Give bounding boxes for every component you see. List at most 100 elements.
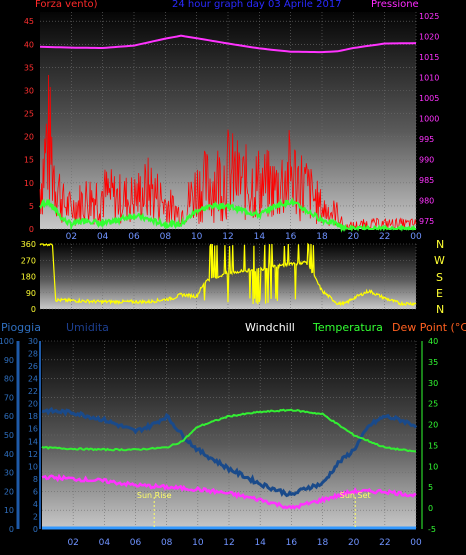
panel1-x-tick: 08 bbox=[160, 232, 172, 242]
sun-set-label: Sun Set bbox=[340, 491, 371, 500]
panel1-series bbox=[39, 34, 417, 233]
panel2-y-tick: 90 bbox=[26, 289, 36, 298]
panel3-y-right-tick: 30 bbox=[428, 379, 438, 388]
panel3-x-tick: 06 bbox=[130, 538, 142, 548]
panel3-y-right-tick: 5 bbox=[428, 483, 433, 492]
panel3-y-right-tick: 35 bbox=[428, 358, 438, 367]
wind-speed-line bbox=[39, 74, 417, 231]
panel3-y-inner-tick: 2 bbox=[33, 512, 38, 521]
panel3-x-tick: 04 bbox=[99, 538, 111, 548]
panel3-y-inner-tick: 28 bbox=[28, 350, 38, 359]
axis-ticks: 02 04 06 08 10 12 14 16 18 20 22 000510152025303540… bbox=[0, 12, 439, 548]
panel3-y-right-tick: 25 bbox=[428, 400, 438, 409]
compass-e: E bbox=[436, 287, 443, 300]
panel1-x-tick: 04 bbox=[97, 232, 109, 242]
panel3-y-right-tick: 10 bbox=[428, 462, 438, 471]
panel1-y-right-tick: 1005 bbox=[419, 94, 439, 103]
panel3-y-inner-tick: 0 bbox=[33, 525, 38, 534]
panel3-y-left-tick: 100 bbox=[0, 337, 14, 346]
legend-humidity: Umidita bbox=[66, 321, 109, 334]
panel3-grid bbox=[16, 340, 423, 530]
panel1-y-right-tick: 1010 bbox=[419, 74, 439, 83]
panel3-x-tick: 10 bbox=[192, 538, 204, 548]
panel3-y-left-tick: 50 bbox=[4, 431, 14, 440]
humidity-line bbox=[41, 406, 418, 498]
panel1-y-right-tick: 995 bbox=[419, 135, 434, 144]
pressure-line bbox=[39, 34, 417, 54]
panel3-y-inner-tick: 4 bbox=[33, 500, 38, 509]
panel3-y-inner-tick: 16 bbox=[28, 425, 38, 434]
panel3-y-left-tick: 30 bbox=[4, 469, 14, 478]
panel1-y-right-tick: 975 bbox=[419, 217, 434, 226]
temperature-line bbox=[41, 408, 416, 453]
dew-point-line bbox=[41, 473, 417, 510]
panel1-y-left-tick: 5 bbox=[29, 202, 34, 211]
wind-direction-line bbox=[39, 242, 417, 307]
panel1-x-tick: 02 bbox=[66, 232, 77, 242]
panel3-y-left-tick: 40 bbox=[4, 450, 14, 459]
panel3-x-tick: 18 bbox=[317, 538, 329, 548]
sun-rise-label: Sun Rise bbox=[137, 491, 172, 500]
panel1-x-tick: 10 bbox=[191, 232, 203, 242]
panel3-y-inner-tick: 26 bbox=[28, 362, 38, 371]
panel1-x-tick: 16 bbox=[285, 232, 297, 242]
panel3-series bbox=[41, 406, 418, 530]
panel3-y-left-tick: 60 bbox=[4, 412, 14, 421]
panel2-y-tick: 0 bbox=[31, 305, 36, 314]
panel1-x-tick: 22 bbox=[379, 232, 390, 242]
panel3-y-right-tick: -5 bbox=[428, 525, 436, 534]
panel3-y-right-tick: 40 bbox=[428, 337, 438, 346]
panel1-y-left-tick: 10 bbox=[24, 179, 34, 188]
panel3-x-tick: 22 bbox=[379, 538, 390, 548]
panel3-x-tick: 08 bbox=[161, 538, 173, 548]
compass-n-bottom: N bbox=[436, 303, 445, 316]
panel1-y-left-tick: 35 bbox=[24, 63, 34, 72]
panel1-y-right-tick: 990 bbox=[419, 155, 434, 164]
panel1-y-left-tick: 40 bbox=[24, 40, 34, 49]
compass-s: S bbox=[436, 271, 443, 284]
panel3-y-inner-tick: 14 bbox=[28, 437, 38, 446]
panel1-x-tick: 06 bbox=[128, 232, 140, 242]
panel3-y-inner-tick: 6 bbox=[33, 487, 38, 496]
panel3-y-inner-tick: 10 bbox=[28, 462, 38, 471]
panel3-x-tick: 02 bbox=[67, 538, 78, 548]
panel1-y-left-tick: 0 bbox=[29, 225, 34, 234]
compass-w: W bbox=[434, 254, 445, 267]
panel3-y-inner-tick: 18 bbox=[28, 412, 38, 421]
panel2-y-tick: 180 bbox=[21, 273, 36, 282]
legend-windchill: Windchill bbox=[245, 321, 295, 334]
wind-average-line bbox=[39, 197, 416, 233]
panel3-y-left-tick: 80 bbox=[4, 375, 14, 384]
panel3-x-tick: 16 bbox=[286, 538, 298, 548]
legend-temperature: Temperatura bbox=[313, 321, 383, 334]
panel3-y-inner-tick: 22 bbox=[28, 387, 38, 396]
panel1-y-left-tick: 30 bbox=[24, 86, 34, 95]
panel3-x-tick: 20 bbox=[348, 538, 360, 548]
panel1-y-left-tick: 45 bbox=[24, 17, 34, 26]
legend-dewpoint: Dew Point (°C) bbox=[392, 321, 466, 334]
panel3-y-inner-tick: 12 bbox=[28, 450, 38, 459]
panel3-y-inner-tick: 24 bbox=[28, 375, 38, 384]
panel3-y-left-tick: 20 bbox=[4, 487, 14, 496]
panel1-y-right-tick: 1015 bbox=[419, 53, 439, 62]
panel3-y-left-tick: 90 bbox=[4, 356, 14, 365]
panel3-y-left-tick: 0 bbox=[9, 525, 14, 534]
panel3-x-tick: 00 bbox=[410, 538, 422, 548]
panel1-x-tick: 20 bbox=[348, 232, 360, 242]
panel2-y-tick: 270 bbox=[21, 256, 36, 265]
wind-axis-title: Forza vento) bbox=[35, 0, 98, 10]
panel3-y-inner-tick: 30 bbox=[28, 337, 38, 346]
panel1-x-tick: 14 bbox=[254, 232, 266, 242]
panel1-y-left-tick: 15 bbox=[24, 156, 34, 165]
panel1-y-right-tick: 1025 bbox=[419, 12, 439, 21]
panel1-y-left-tick: 25 bbox=[24, 110, 34, 119]
panel3-y-right-tick: 20 bbox=[428, 421, 438, 430]
panel2-y-tick: 360 bbox=[21, 240, 36, 249]
panel1-y-right-tick: 980 bbox=[419, 196, 434, 205]
panel3-y-left-tick: 10 bbox=[4, 506, 14, 515]
panel3-y-inner-tick: 20 bbox=[28, 400, 38, 409]
panel1-y-right-tick: 1020 bbox=[419, 33, 439, 42]
panel1-x-tick: 00 bbox=[410, 232, 422, 242]
panel3-y-right-tick: 15 bbox=[428, 441, 438, 450]
